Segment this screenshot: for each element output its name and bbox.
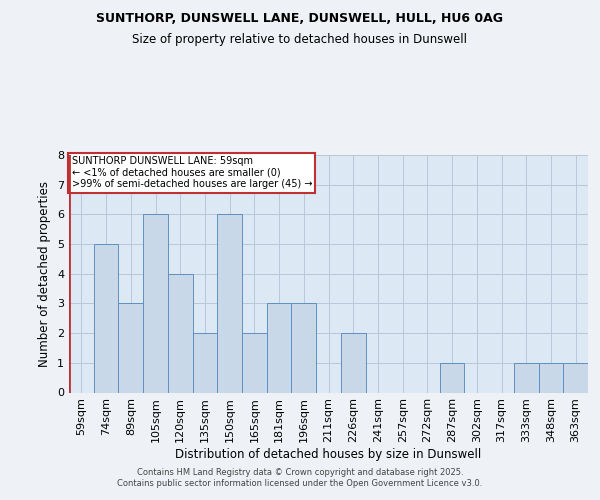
X-axis label: Distribution of detached houses by size in Dunswell: Distribution of detached houses by size … [175,448,482,461]
Bar [514,363,539,392]
Text: Size of property relative to detached houses in Dunswell: Size of property relative to detached ho… [133,32,467,46]
Bar [267,304,292,392]
Bar [242,333,267,392]
Bar [440,363,464,392]
Bar [193,333,217,392]
Bar [341,333,365,392]
Bar [168,274,193,392]
Text: SUNTHORP DUNSWELL LANE: 59sqm
← <1% of detached houses are smaller (0)
>99% of s: SUNTHORP DUNSWELL LANE: 59sqm ← <1% of d… [71,156,312,190]
Text: SUNTHORP, DUNSWELL LANE, DUNSWELL, HULL, HU6 0AG: SUNTHORP, DUNSWELL LANE, DUNSWELL, HULL,… [97,12,503,26]
Bar [292,304,316,392]
Bar [539,363,563,392]
Bar [94,244,118,392]
Bar [217,214,242,392]
Bar [143,214,168,392]
Bar [118,304,143,392]
Text: Contains HM Land Registry data © Crown copyright and database right 2025.
Contai: Contains HM Land Registry data © Crown c… [118,468,482,487]
Bar [563,363,588,392]
Y-axis label: Number of detached properties: Number of detached properties [38,180,52,367]
